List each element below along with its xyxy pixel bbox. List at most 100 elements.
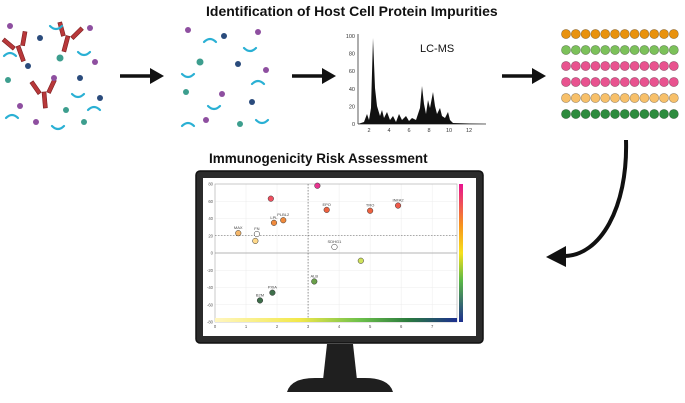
peptide-bead [580, 77, 591, 87]
peptide-row [561, 61, 679, 71]
risk-point [252, 237, 259, 244]
peptide-bead [639, 109, 650, 119]
peptide-bead [600, 93, 611, 103]
risk-point [280, 217, 287, 224]
risk-point-label: LPL [270, 215, 278, 220]
risk-y-tick: -20 [207, 268, 214, 273]
peptide-bead [590, 109, 601, 119]
risk-x-tick: 0 [214, 324, 217, 329]
peptide-bead [610, 93, 620, 103]
peptide-bead [561, 61, 571, 71]
peptide-bead [610, 61, 620, 71]
peptide-bead [590, 61, 601, 71]
title-identification: Identification of Host Cell Protein Impu… [206, 3, 498, 19]
risk-point [253, 230, 260, 238]
peptide-bead [561, 77, 571, 87]
peptide-bead [668, 45, 679, 55]
arrow-right-icon [502, 68, 546, 84]
risk-point-label: SDHG1 [328, 239, 343, 244]
peptide-bead [570, 77, 581, 87]
risk-y-tick: 40 [208, 216, 213, 221]
risk-y-tick: 60 [208, 199, 213, 204]
peptide-row [561, 93, 679, 103]
risk-x-tick: 3 [307, 324, 310, 329]
risk-y-tick: 80 [208, 182, 213, 187]
peptide-strands [2, 24, 102, 131]
chromatogram-peaks [358, 38, 486, 124]
sample-mixture-illustration [1, 21, 103, 131]
antibody-icon [1, 21, 84, 109]
risk-y-tick: -40 [207, 285, 214, 290]
peptide-bead [639, 29, 650, 39]
risk-point [311, 278, 318, 285]
peptide-bead [610, 29, 620, 39]
lcms-x-tick: 10 [446, 128, 452, 134]
peptide-bead [649, 109, 660, 119]
risk-y-tick: 20 [208, 233, 213, 238]
lcms-y-tick: 80 [349, 52, 355, 58]
lcms-chromatogram: 100 80 60 40 20 0 2 4 6 8 10 12 LC-MS [346, 34, 486, 134]
peptide-bead [629, 61, 640, 71]
peptide-bead [561, 45, 571, 55]
peptide-bead [639, 45, 650, 55]
peptide-bead [619, 93, 630, 103]
peptide-bead [668, 61, 679, 71]
peptide-bead [619, 61, 630, 71]
peptide-bead [580, 109, 591, 119]
peptide-bead [561, 29, 571, 39]
risk-point-label: MAX [234, 225, 243, 230]
lcms-x-tick: 12 [466, 128, 472, 134]
lcms-y-tick: 40 [349, 87, 355, 93]
risk-point-label: TRO [366, 203, 374, 208]
digested-proteins-illustration [180, 27, 270, 128]
peptide-bead [600, 29, 611, 39]
peptide-bead [629, 45, 640, 55]
lcms-y-tick: 20 [349, 104, 355, 110]
peptide-bead [600, 61, 611, 71]
risk-point-label: B2M [256, 292, 264, 297]
risk-point-label: EPO [322, 202, 330, 207]
peptide-bead [639, 93, 650, 103]
peptide-row [561, 77, 679, 87]
risk-point [367, 207, 374, 214]
peptide-bead [580, 29, 591, 39]
risk-point-label: FN [254, 226, 259, 231]
lcms-x-tick: 4 [387, 128, 390, 134]
peptide-bead [600, 45, 611, 55]
peptide-bead [649, 45, 660, 55]
peptide-bead [659, 61, 669, 71]
peptide-row [561, 29, 679, 39]
risk-x-tick: 1 [245, 324, 248, 329]
peptide-bead [668, 93, 679, 103]
peptide-bead [590, 45, 601, 55]
risk-point [267, 195, 274, 202]
peptide-bead [619, 109, 630, 119]
risk-y-tick: -80 [207, 320, 214, 325]
peptide-bead [570, 45, 581, 55]
peptide-bead [600, 77, 611, 87]
peptide-bead [619, 77, 630, 87]
peptide-bead [600, 109, 611, 119]
peptide-bead [629, 29, 640, 39]
peptide-bead [619, 45, 630, 55]
peptide-bead [610, 45, 620, 55]
risk-point [235, 230, 242, 237]
peptide-row [561, 45, 679, 55]
peptide-bead [619, 29, 630, 39]
peptide-bead [649, 61, 660, 71]
peptide-bead [580, 45, 591, 55]
risk-point [256, 297, 264, 304]
risk-x-tick: 2 [276, 324, 279, 329]
peptide-bead [629, 93, 640, 103]
peptide-bead [668, 109, 679, 119]
peptide-bead [570, 29, 581, 39]
lcms-x-tick: 6 [407, 128, 410, 134]
lcms-y-tick: 0 [352, 122, 355, 128]
peptide-bead [659, 77, 669, 87]
peptide-bead [570, 61, 581, 71]
protein-dots [5, 23, 103, 125]
risk-point-label: INFA2 [392, 198, 404, 203]
risk-point-label: PXIA [268, 285, 277, 290]
risk-x-tick: 7 [431, 324, 434, 329]
risk-point [269, 289, 276, 296]
